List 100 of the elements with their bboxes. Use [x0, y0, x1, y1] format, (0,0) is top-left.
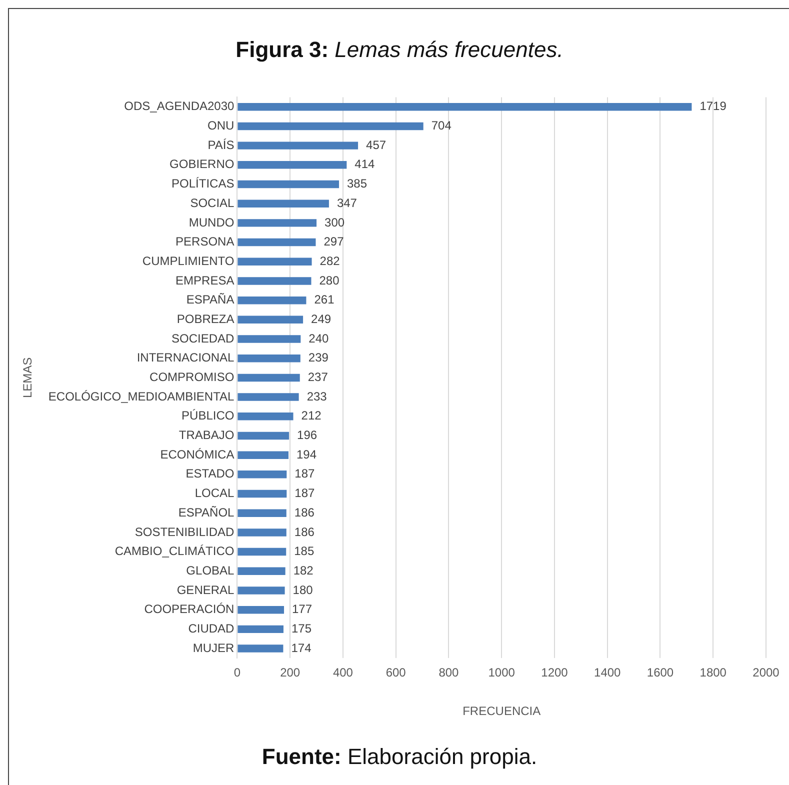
bar	[238, 296, 306, 304]
data-label: 233	[306, 389, 328, 404]
bar	[238, 606, 284, 614]
data-label: 414	[354, 157, 376, 172]
data-label: 239	[308, 350, 329, 365]
data-label: 1719	[700, 99, 727, 114]
y-tick-label: MUJER	[192, 640, 235, 655]
x-axis-title: FRECUENCIA	[462, 704, 541, 718]
y-tick-label: COOPERACIÓN	[144, 602, 234, 616]
bar	[238, 586, 285, 594]
x-tick-label: 600	[386, 666, 406, 680]
bar	[238, 277, 312, 285]
x-tick-label: 200	[280, 666, 300, 680]
data-label: 347	[336, 196, 358, 210]
bar	[238, 354, 300, 362]
y-tick-label: ECONÓMICA	[160, 447, 234, 462]
data-label: 185	[294, 544, 314, 558]
data-label: 240	[308, 331, 330, 346]
chart-title: Figura 3: Lemas más frecuentes.	[236, 37, 564, 62]
bar	[238, 412, 294, 420]
x-tick-label: 1800	[700, 666, 727, 680]
bar	[238, 258, 312, 266]
y-tick-label: CIUDAD	[188, 621, 235, 636]
x-tick-label: 1400	[594, 666, 622, 680]
data-label: 187	[294, 466, 315, 481]
x-tick-label: 1200	[541, 666, 568, 680]
data-label: 237	[308, 370, 328, 384]
data-label: 280	[319, 273, 340, 288]
data-label: 174	[291, 640, 312, 655]
y-tick-label: CUMPLIMIENTO	[142, 254, 234, 268]
bar	[238, 219, 317, 227]
bar	[238, 374, 300, 382]
x-tick-label: 1000	[488, 666, 516, 680]
data-label: 187	[294, 486, 315, 500]
bar	[238, 161, 347, 169]
y-tick-label: GOBIERNO	[170, 157, 234, 172]
bar	[238, 644, 284, 652]
data-label: 300	[324, 215, 345, 230]
bar	[238, 238, 316, 246]
data-label: 249	[311, 312, 332, 326]
y-axis-title: LEMAS	[20, 357, 35, 398]
y-tick-label: CAMBIO_CLIMÁTICO	[114, 544, 234, 558]
y-tick-label: SOSTENIBILIDAD	[134, 524, 235, 539]
y-tick-label: ECOLÓGICO_MEDIOAMBIENTAL	[48, 389, 235, 404]
bar	[238, 316, 304, 324]
y-tick-label: SOCIAL	[190, 196, 235, 210]
data-label: 385	[347, 176, 368, 191]
data-label: 194	[296, 447, 317, 462]
y-tick-label: ONU	[208, 118, 234, 133]
y-tick-label: SOCIEDAD	[172, 331, 235, 346]
data-label: 297	[324, 234, 344, 249]
bar	[238, 103, 692, 111]
data-label: 175	[291, 621, 312, 636]
bar	[238, 335, 301, 343]
y-tick-label: GENERAL	[176, 582, 235, 597]
source-note: Fuente: Elaboración propia.	[262, 744, 538, 769]
y-tick-label: ESPAÑOL	[178, 505, 235, 520]
y-tick-label: ESTADO	[186, 466, 234, 481]
data-label: 261	[314, 292, 335, 307]
y-tick-label: TRABAJO	[178, 428, 234, 442]
bar	[238, 122, 424, 130]
y-tick-label: COMPROMISO	[150, 370, 234, 384]
bar	[238, 509, 286, 517]
bar	[238, 490, 287, 498]
x-tick-label: 0	[234, 666, 241, 680]
data-label: 180	[292, 582, 314, 597]
bar	[238, 548, 286, 556]
y-tick-label: PERSONA	[176, 234, 234, 249]
y-tick-label: LOCAL	[194, 486, 235, 500]
y-tick-label: EMPRESA	[176, 273, 234, 288]
bar	[238, 142, 358, 150]
y-tick-label: POLÍTICAS	[172, 176, 234, 191]
data-label: 186	[294, 524, 315, 539]
x-tick-label: 400	[332, 666, 354, 680]
data-label: 704	[431, 118, 452, 133]
y-tick-label: PAÍS	[208, 138, 234, 152]
x-tick-label: 800	[438, 666, 460, 680]
data-label: 186	[294, 505, 315, 520]
y-tick-label: GLOBAL	[186, 563, 235, 578]
y-tick-label: INTERNACIONAL	[136, 350, 235, 365]
bar	[238, 451, 289, 459]
bar	[238, 393, 299, 401]
x-tick-label: 1600	[646, 666, 674, 680]
bar	[238, 200, 329, 208]
data-label: 282	[320, 254, 340, 268]
bar	[238, 567, 286, 576]
y-tick-label: PÚBLICO	[182, 408, 234, 423]
bar	[238, 470, 287, 478]
bar	[238, 180, 340, 188]
bar	[238, 432, 290, 440]
data-label: 196	[297, 428, 318, 442]
y-tick-label: MUNDO	[188, 215, 234, 230]
data-label: 457	[366, 138, 386, 152]
x-tick-label: 2000	[752, 666, 780, 680]
y-tick-label: POBREZA	[176, 312, 234, 326]
data-label: 177	[292, 602, 312, 616]
data-label: 212	[301, 408, 322, 423]
bar	[238, 528, 286, 536]
y-tick-label: ODS_AGENDA2030	[124, 99, 235, 114]
bar	[238, 625, 284, 634]
